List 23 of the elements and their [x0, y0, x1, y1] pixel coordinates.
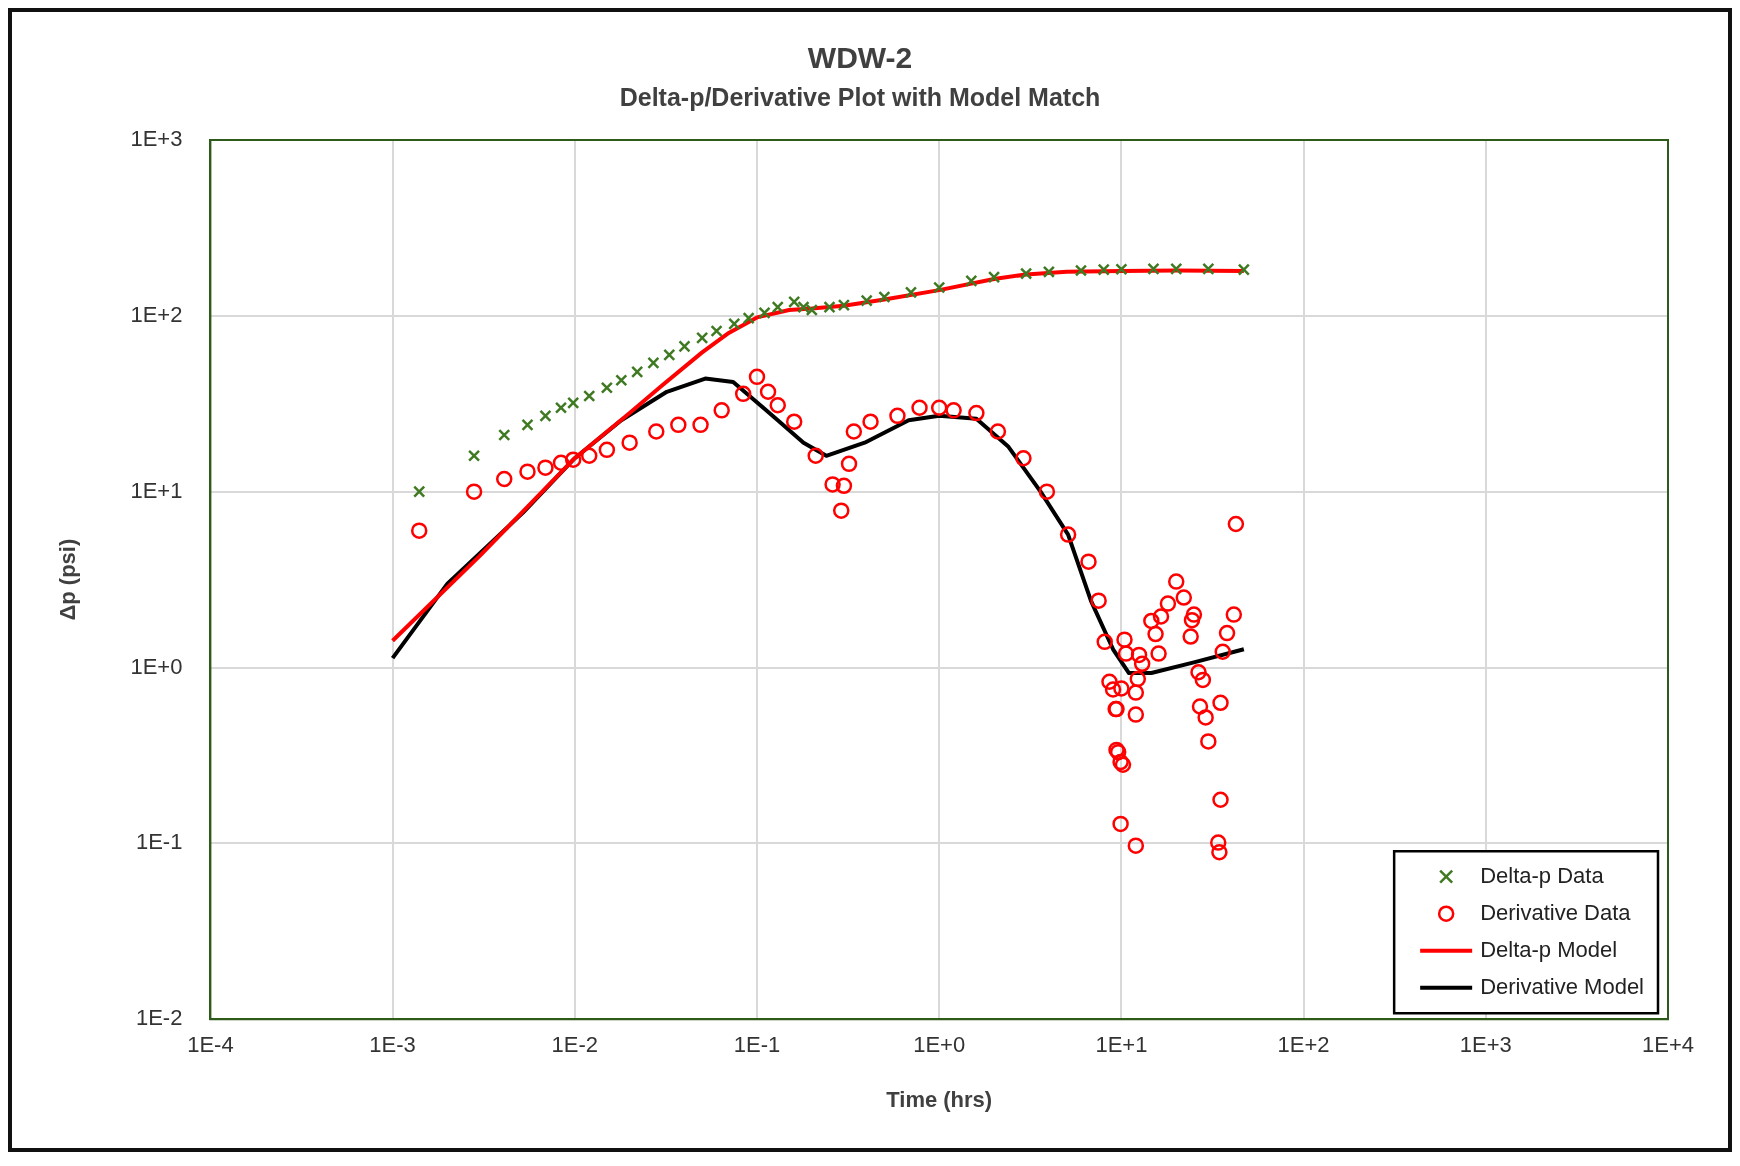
legend-label: Derivative Data — [1480, 899, 1632, 925]
x-tick-label: 1E+3 — [1459, 1032, 1512, 1058]
chart-title: WDW-2 — [807, 41, 913, 75]
y-tick-label: 1E+0 — [130, 653, 183, 679]
x-tick-label: 1E+2 — [1277, 1032, 1330, 1058]
legend-label: Derivative Model — [1480, 973, 1644, 999]
y-tick-label: 1E+2 — [130, 301, 183, 327]
y-tick-label: 1E-1 — [135, 829, 183, 855]
x-tick-label: 1E-2 — [551, 1032, 599, 1058]
legend-label: Delta-p Model — [1480, 936, 1618, 962]
y-tick-label: 1E+1 — [130, 477, 183, 503]
y-tick-label: 1E+3 — [130, 126, 183, 152]
x-tick-label: 1E-1 — [733, 1032, 781, 1058]
x-tick-label: 1E-4 — [187, 1032, 234, 1058]
x-tick-label: 1E+1 — [1095, 1032, 1148, 1058]
y-axis-title: Δp (psi) — [55, 538, 81, 621]
x-tick-label: 1E+0 — [913, 1032, 966, 1058]
chart-subtitle: Delta-p/Derivative Plot with Model Match — [619, 82, 1101, 111]
y-tick-label: 1E-2 — [135, 1005, 183, 1031]
legend-label: Delta-p Data — [1480, 862, 1605, 888]
x-tick-label: 1E+4 — [1642, 1032, 1694, 1058]
x-axis-title: Time (hrs) — [886, 1086, 993, 1112]
x-tick-label: 1E-3 — [369, 1032, 416, 1058]
